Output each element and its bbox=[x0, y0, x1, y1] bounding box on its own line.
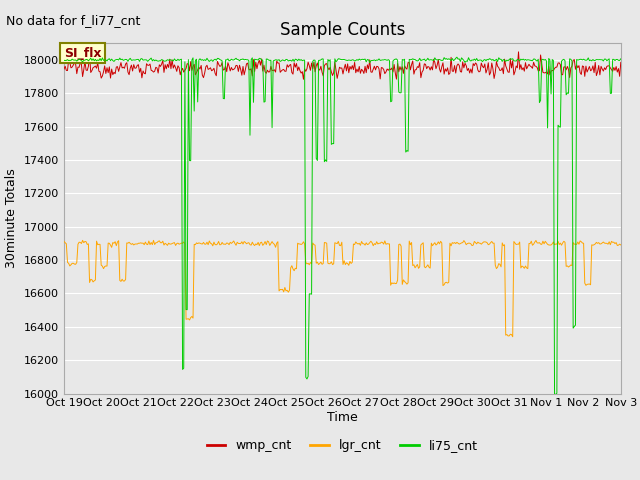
X-axis label: Time: Time bbox=[327, 411, 358, 424]
Legend: wmp_cnt, lgr_cnt, li75_cnt: wmp_cnt, lgr_cnt, li75_cnt bbox=[202, 434, 483, 457]
Y-axis label: 30minute Totals: 30minute Totals bbox=[5, 168, 19, 268]
Text: SI_flx: SI_flx bbox=[64, 47, 102, 60]
Title: Sample Counts: Sample Counts bbox=[280, 21, 405, 39]
Text: No data for f_li77_cnt: No data for f_li77_cnt bbox=[6, 14, 141, 27]
